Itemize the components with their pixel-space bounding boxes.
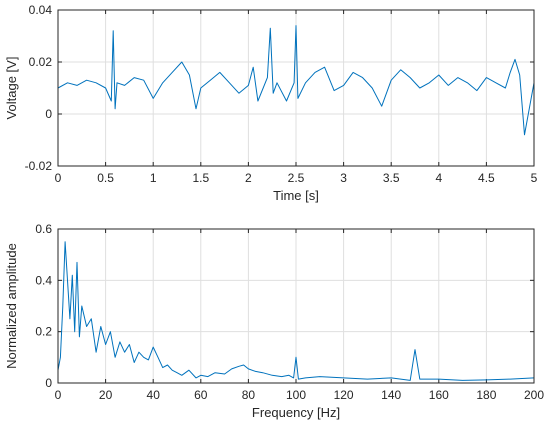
amplitude-plot-frame [57,228,535,384]
x-tick-label: 3 [340,171,347,185]
x-tick-label: 0 [55,171,62,185]
x-tick-label: 40 [147,388,161,402]
x-tick-label: 20 [99,388,113,402]
voltage-plot-xlabel: Time [s] [273,188,319,203]
x-tick-label: 2 [245,171,252,185]
y-tick-label: 0 [45,376,52,390]
x-tick-label: 1 [150,171,157,185]
x-tick-label: 5 [531,171,538,185]
x-tick-label: 2.5 [288,171,305,185]
y-tick-label: 0.04 [29,3,53,17]
x-tick-label: 0.5 [97,171,114,185]
x-tick-label: 4.5 [478,171,495,185]
y-tick-label: 0.6 [35,222,52,236]
x-tick-label: 180 [476,388,496,402]
amplitude-trace [57,241,535,381]
y-tick-label: 0.02 [29,55,53,69]
amplitude-plot-xlabel: Frequency [Hz] [252,405,340,420]
voltage-plot-ylabel: Voltage [V] [4,57,19,120]
amplitude-plot-ylabel: Normalized amplitude [4,243,19,369]
x-tick-label: 4 [435,171,442,185]
x-tick-label: 100 [286,388,306,402]
x-tick-label: 140 [381,388,401,402]
x-tick-label: 1.5 [192,171,209,185]
voltage-trace [57,25,535,136]
y-tick-label: 0.2 [35,325,52,339]
voltage-plot-frame [57,9,535,167]
x-tick-label: 120 [334,388,354,402]
y-tick-label: 0.4 [35,273,52,287]
x-tick-label: 3.5 [383,171,400,185]
amplitude-frequency-plot: 0 20 40 60 80 100 120 140 160 180 200 0 0.2 0.4 0.6 Fr… [4,222,544,420]
x-tick-label: 80 [242,388,256,402]
y-tick-label: 0 [45,107,52,121]
y-tick-label: -0.02 [25,159,53,173]
x-tick-label: 160 [429,388,449,402]
x-tick-label: 0 [55,388,62,402]
x-tick-label: 200 [524,388,544,402]
x-tick-label: 60 [194,388,208,402]
